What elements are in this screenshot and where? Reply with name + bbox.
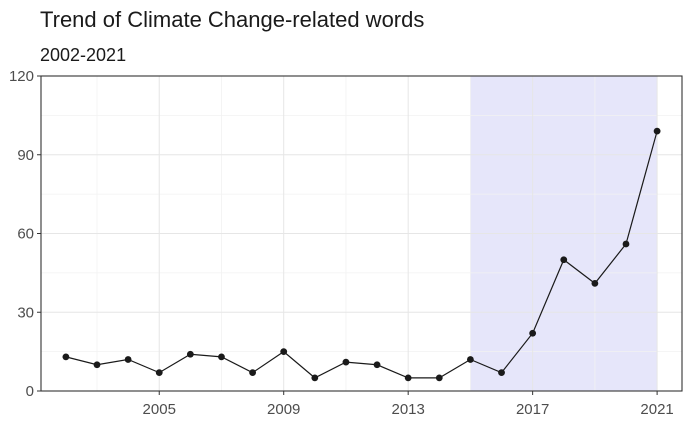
plot-area: 2005 2009 2013 2017 2021 0 30 60 90 120 (9, 68, 683, 418)
y-tick-label: 120 (9, 68, 34, 85)
x-tick-label: 2013 (391, 401, 424, 418)
data-point (311, 374, 319, 382)
x-tick-label: 2009 (267, 401, 300, 418)
data-point (155, 369, 163, 377)
data-point (62, 353, 70, 361)
x-tick-label: 2021 (640, 401, 673, 418)
data-point (622, 240, 630, 248)
data-point (498, 369, 505, 377)
chart-title: Trend of Climate Change-related words (40, 7, 424, 32)
data-point (249, 369, 256, 377)
data-point (186, 350, 194, 358)
y-tick-label: 0 (26, 383, 34, 400)
data-point (280, 348, 288, 356)
data-point (373, 361, 381, 369)
data-point (342, 358, 350, 366)
data-point (435, 374, 443, 382)
data-point (404, 374, 412, 382)
data-point (467, 356, 474, 363)
chart-subtitle: 2002-2021 (40, 45, 126, 65)
data-point (218, 353, 225, 361)
x-tick-label: 2017 (516, 401, 549, 418)
y-tick-label: 90 (17, 147, 34, 164)
data-point (529, 329, 537, 337)
y-tick-label: 60 (17, 226, 34, 243)
series-line (65, 130, 658, 379)
data-point (653, 127, 661, 135)
data-point (560, 256, 568, 264)
x-tick-label: 2005 (143, 401, 176, 418)
data-point (124, 356, 132, 363)
y-tick-label: 30 (17, 304, 34, 321)
data-point (93, 361, 101, 369)
data-point (591, 279, 599, 287)
